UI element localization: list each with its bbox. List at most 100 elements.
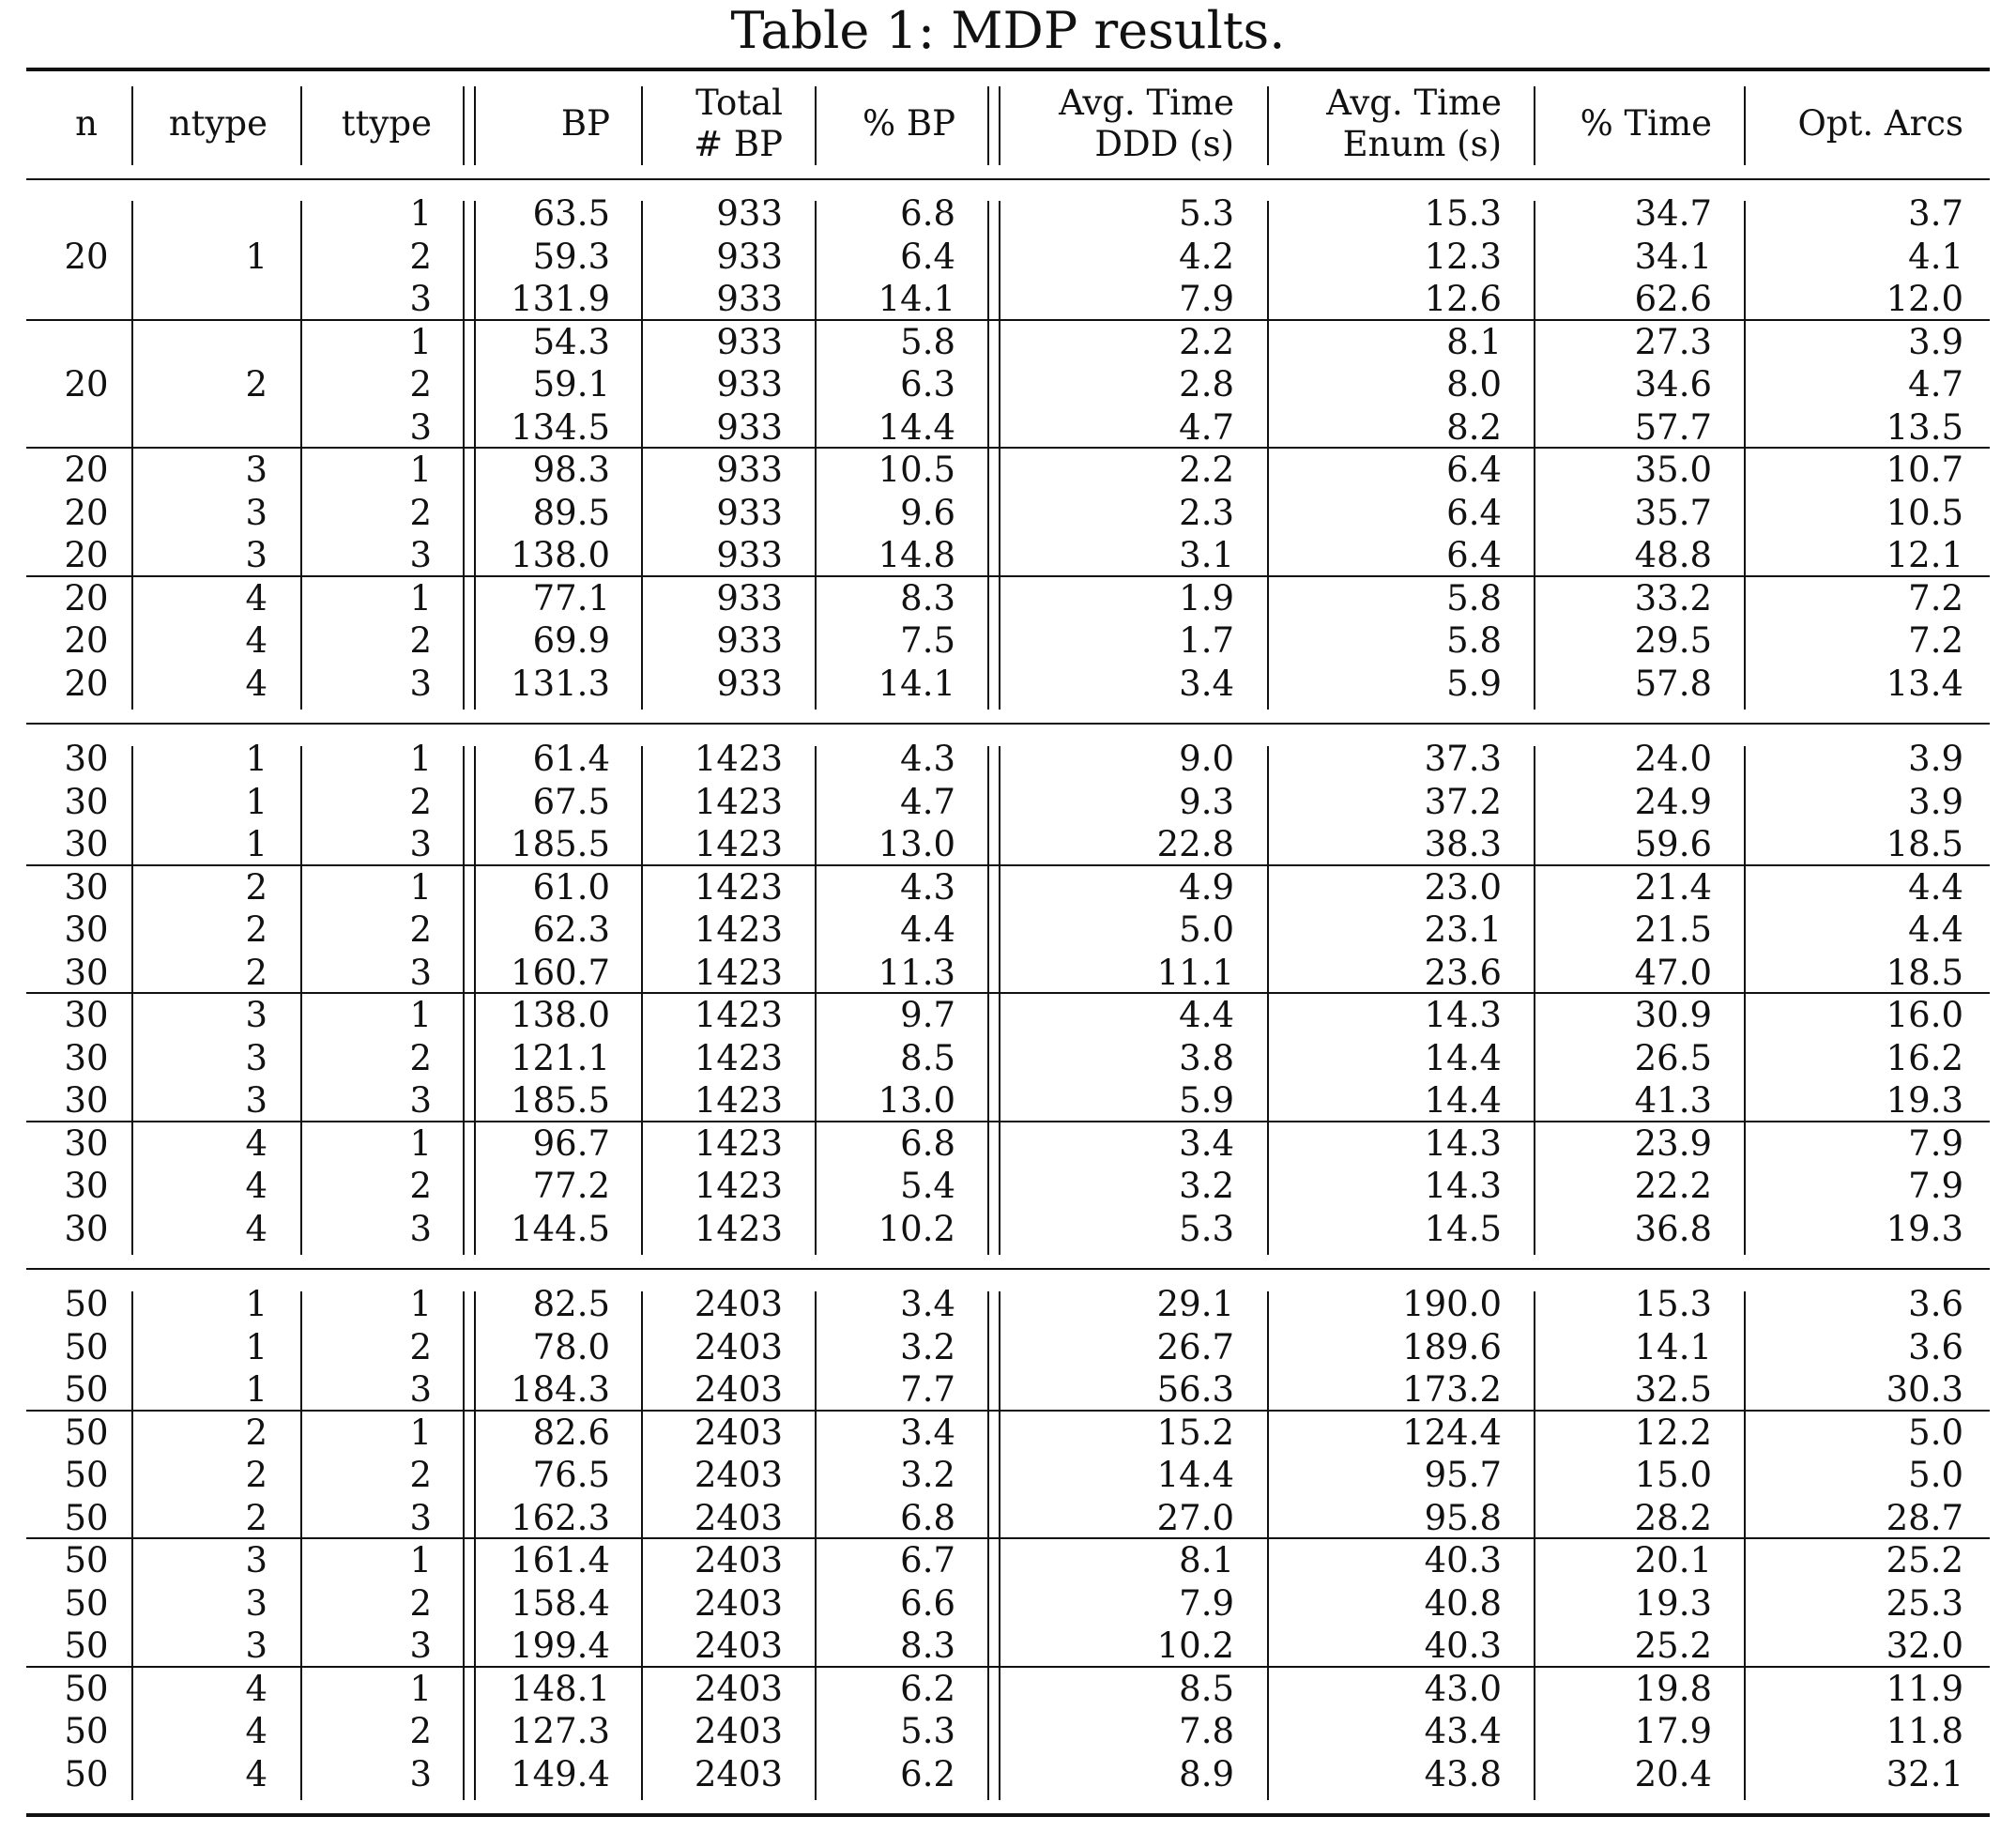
column-rule bbox=[987, 201, 989, 710]
column-rule bbox=[131, 746, 133, 1255]
cell-ttype: 1 bbox=[409, 321, 432, 362]
cell-time-enum: 6.4 bbox=[1446, 450, 1502, 490]
column-rule bbox=[1744, 746, 1746, 1255]
cell-bp: 161.4 bbox=[511, 1540, 610, 1580]
cell-pct-time: 29.5 bbox=[1634, 620, 1712, 661]
cell-pct-bp: 14.1 bbox=[878, 663, 955, 704]
cell-time-enum: 12.6 bbox=[1424, 279, 1502, 319]
cell-time-ddd: 9.3 bbox=[1179, 781, 1234, 822]
cell-ntype: 3 bbox=[245, 450, 267, 490]
cell-time-enum: 189.6 bbox=[1402, 1326, 1502, 1367]
cell-n: 30 bbox=[64, 1080, 109, 1121]
cell-total-bp: 1423 bbox=[694, 1208, 783, 1249]
cell-ttype: 1 bbox=[409, 1540, 432, 1580]
header-n: n bbox=[75, 103, 98, 144]
cell-total-bp: 2403 bbox=[694, 1369, 783, 1410]
cell-pct-time: 23.9 bbox=[1634, 1122, 1712, 1164]
cell-opt-arcs: 7.2 bbox=[1908, 577, 1963, 618]
column-rule bbox=[1534, 1291, 1535, 1800]
cell-bp: 61.0 bbox=[532, 866, 610, 908]
cell-time-ddd: 3.1 bbox=[1179, 535, 1234, 575]
cell-time-ddd: 3.2 bbox=[1179, 1166, 1234, 1206]
cell-bp: 149.4 bbox=[511, 1753, 610, 1794]
cell-total-bp: 1423 bbox=[694, 824, 783, 864]
cell-n: 50 bbox=[64, 1668, 109, 1709]
cell-pct-time: 15.3 bbox=[1634, 1284, 1712, 1324]
cell-pct-bp: 11.3 bbox=[878, 952, 955, 993]
group-separator bbox=[26, 1665, 1990, 1668]
column-rule bbox=[300, 86, 302, 165]
column-rule bbox=[131, 201, 133, 710]
cell-total-bp: 933 bbox=[716, 279, 783, 319]
cell-n: 30 bbox=[64, 909, 109, 950]
cell-n: 30 bbox=[64, 952, 109, 993]
cell-ntype: 2 bbox=[245, 952, 267, 993]
cell-time-enum: 14.4 bbox=[1424, 1037, 1502, 1078]
cell-opt-arcs: 5.0 bbox=[1908, 1412, 1963, 1453]
cell-total-bp: 1423 bbox=[694, 739, 783, 779]
cell-bp: 185.5 bbox=[511, 1080, 610, 1121]
cell-total-bp: 1423 bbox=[694, 1080, 783, 1121]
cell-bp: 148.1 bbox=[511, 1668, 610, 1709]
cell-ttype: 2 bbox=[409, 1455, 432, 1495]
group-separator bbox=[26, 1120, 1990, 1122]
cell-pct-bp: 7.5 bbox=[900, 620, 955, 661]
cell-n: 50 bbox=[64, 1753, 109, 1794]
cell-bp: 69.9 bbox=[532, 620, 610, 661]
column-rule bbox=[474, 1291, 476, 1800]
column-rule bbox=[300, 1291, 302, 1800]
cell-pct-bp: 6.2 bbox=[900, 1753, 955, 1794]
cell-pct-time: 21.4 bbox=[1634, 866, 1712, 908]
column-rule bbox=[463, 86, 465, 165]
cell-bp: 54.3 bbox=[532, 321, 610, 362]
cell-ttype: 1 bbox=[409, 866, 432, 908]
cell-ttype: 2 bbox=[409, 1166, 432, 1206]
cell-ttype: 1 bbox=[409, 450, 432, 490]
cell-time-enum: 14.4 bbox=[1424, 1080, 1502, 1121]
header-time-ddd: Avg. Time DDD (s) bbox=[1059, 83, 1234, 164]
cell-bp: 184.3 bbox=[511, 1369, 610, 1410]
column-rule bbox=[300, 201, 302, 710]
cell-ntype: 3 bbox=[245, 492, 267, 533]
cell-opt-arcs: 3.9 bbox=[1908, 739, 1963, 779]
cell-n: 30 bbox=[64, 995, 109, 1035]
cell-time-enum: 124.4 bbox=[1402, 1412, 1502, 1453]
group-separator bbox=[26, 863, 1990, 866]
cell-bp: 131.3 bbox=[511, 663, 610, 704]
column-rule bbox=[1534, 201, 1535, 710]
cell-time-ddd: 2.8 bbox=[1179, 364, 1234, 405]
cell-time-enum: 43.8 bbox=[1424, 1753, 1502, 1794]
cell-ntype: 3 bbox=[245, 1626, 267, 1666]
table-rule bbox=[26, 68, 1990, 71]
column-rule bbox=[131, 1291, 133, 1800]
column-rule bbox=[987, 746, 989, 1255]
cell-time-enum: 37.2 bbox=[1424, 781, 1502, 822]
cell-total-bp: 2403 bbox=[694, 1753, 783, 1794]
cell-n: 20 bbox=[64, 450, 109, 490]
cell-time-ddd: 4.2 bbox=[1179, 236, 1234, 277]
cell-ntype: 2 bbox=[245, 1497, 267, 1538]
cell-ttype: 2 bbox=[409, 1582, 432, 1624]
cell-opt-arcs: 4.4 bbox=[1908, 866, 1963, 908]
column-rule bbox=[1267, 746, 1269, 1255]
cell-pct-bp: 8.5 bbox=[900, 1037, 955, 1078]
cell-ttype: 2 bbox=[409, 1037, 432, 1078]
table-rule bbox=[26, 1268, 1990, 1270]
cell-ttype: 2 bbox=[409, 909, 432, 950]
cell-ttype: 3 bbox=[409, 952, 432, 993]
column-rule bbox=[999, 746, 1000, 1255]
cell-pct-bp: 4.4 bbox=[900, 909, 955, 950]
cell-pct-bp: 6.6 bbox=[900, 1582, 955, 1624]
cell-ttype: 3 bbox=[409, 535, 432, 575]
cell-n: 20 bbox=[64, 364, 109, 405]
cell-time-ddd: 29.1 bbox=[1156, 1284, 1234, 1324]
cell-ntype: 2 bbox=[245, 364, 267, 405]
cell-n: 50 bbox=[64, 1455, 109, 1495]
cell-time-ddd: 8.9 bbox=[1179, 1753, 1234, 1794]
column-rule bbox=[641, 746, 643, 1255]
cell-n: 50 bbox=[64, 1626, 109, 1666]
cell-time-enum: 23.0 bbox=[1424, 866, 1502, 908]
cell-ntype: 3 bbox=[245, 1540, 267, 1580]
cell-total-bp: 1423 bbox=[694, 1122, 783, 1164]
cell-ntype: 2 bbox=[245, 1412, 267, 1453]
